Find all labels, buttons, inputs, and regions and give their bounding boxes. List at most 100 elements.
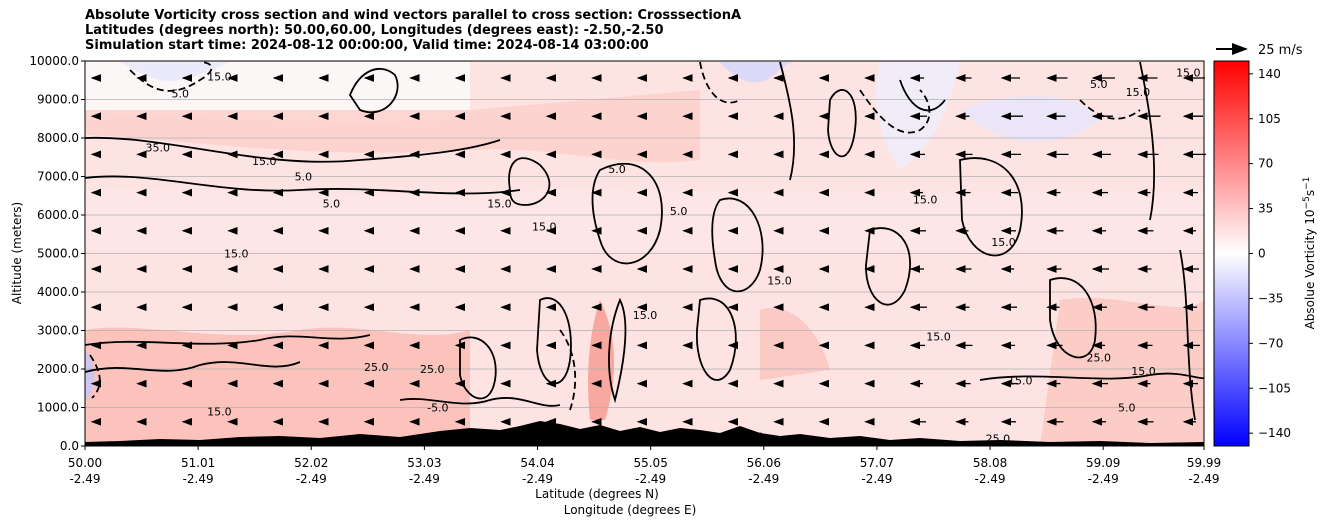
contour-line: [348, 67, 399, 114]
contour-line: [608, 297, 627, 404]
contour-line-negative: [859, 89, 931, 134]
quiver-key: 25 m/s: [1216, 43, 1303, 58]
x-tick-label-latitude: 57.07: [860, 456, 894, 470]
contour-label: 25.0: [1086, 351, 1111, 364]
contour-label: 15.0: [252, 155, 277, 168]
colorbar-label-unit: s: [1303, 190, 1317, 196]
y-tick-label: 4000.0: [37, 285, 79, 299]
contour-label: 15.0: [1176, 67, 1201, 80]
x-tick-label-longitude: -2.49: [522, 472, 553, 486]
y-tick-label: 5000.0: [37, 247, 79, 261]
field-patch-10: [1040, 297, 1204, 446]
x-tick-label-latitude: 59.99: [1187, 456, 1221, 470]
y-tick-label: 2000.0: [37, 362, 79, 376]
colorbar-tick-label: −70: [1258, 336, 1283, 350]
y-tick-label: 0.0: [60, 439, 79, 453]
contour-line: [1049, 277, 1097, 359]
x-tick-label-longitude: -2.49: [861, 472, 892, 486]
title-line-3: Simulation start time: 2024-08-12 00:00:…: [85, 38, 649, 53]
contour-line: [827, 89, 857, 158]
contour-line: [84, 334, 371, 346]
x-tick-label-longitude: -2.49: [975, 472, 1006, 486]
contour-line: [459, 336, 497, 400]
contour-label: 25.0: [364, 361, 389, 374]
colorbar-tick-label: 140: [1258, 67, 1281, 81]
contour-label: 15.0: [487, 197, 512, 210]
contour-label: 5.0: [1118, 402, 1136, 415]
contour-label: 15.0: [207, 70, 232, 83]
x-tick-label-latitude: 56.06: [747, 456, 781, 470]
contour-line: [591, 163, 663, 265]
contour-line-negative: [89, 354, 101, 399]
contour-label: 15.0: [767, 274, 792, 287]
y-tick-label: 3000.0: [37, 324, 79, 338]
contour-label: 5.0: [171, 88, 189, 101]
x-tick-label-longitude: -2.49: [296, 472, 327, 486]
colorbar-tick-label: −105: [1258, 381, 1291, 395]
x-tick-label-latitude: 54.04: [520, 456, 554, 470]
colorbar-gradient: [1213, 60, 1250, 447]
chart-title: Absolute Vorticity cross section and win…: [85, 8, 741, 53]
wind-vector-arrows: [90, 74, 1206, 426]
colorbar-label-exponent: −5: [1302, 196, 1312, 209]
field-patch-9: [760, 308, 830, 380]
title-line-2: Latitudes (degrees north): 50.00,60.00, …: [85, 23, 664, 38]
contour-label: 15.0: [991, 236, 1016, 249]
contour-line: [399, 397, 561, 407]
colorbar-label: Absolue Vorticity 10−5s−1: [1302, 177, 1317, 330]
contour-line-negative: [699, 61, 741, 104]
field-patch-11: [85, 188, 1204, 250]
contour-label: 5.0: [670, 205, 688, 218]
x-axis-label-latitude: Latitude (degrees N): [535, 487, 659, 501]
x-tick-label-latitude: 58.08: [973, 456, 1007, 470]
quiver-key-label: 25 m/s: [1258, 43, 1303, 58]
x-tick-label-longitude: -2.49: [69, 472, 100, 486]
x-axis-label-longitude: Longitude (degrees E): [564, 503, 697, 517]
contour-label: 15.0: [532, 221, 557, 234]
contour-line: [865, 227, 911, 306]
contour-label: 15.0: [224, 248, 249, 261]
x-tick-label-latitude: 50.00: [68, 456, 102, 470]
field-patch-3: [720, 62, 790, 83]
y-axis: 0.0 1000.0 2000.0 3000.0 4000.0 5000.0 6000.0 7…: [29, 54, 85, 453]
x-tick-label-longitude: -2.49: [748, 472, 779, 486]
contour-label: 5.0: [323, 197, 341, 210]
x-tick-label-latitude: 51.01: [181, 456, 215, 470]
contour-label: 15.0: [633, 309, 658, 322]
contour-label: 15.0: [926, 330, 951, 343]
contour-label: 5.0: [608, 163, 626, 176]
contour-line-negative: [1079, 99, 1141, 120]
x-tick-label-longitude: -2.49: [1188, 472, 1219, 486]
vorticity-contours: [84, 61, 1205, 421]
title-line-1: Absolute Vorticity cross section and win…: [85, 8, 742, 23]
x-tick-label-longitude: -2.49: [1088, 472, 1119, 486]
colorbar-tick-label: 0: [1258, 247, 1266, 261]
contour-label: 25.0: [420, 363, 445, 376]
contour-label: 15.0: [1008, 375, 1033, 388]
contour-label: -5.0: [427, 402, 448, 415]
contour-line: [84, 175, 521, 195]
contour-label: 15.0: [913, 194, 938, 207]
x-tick-label-longitude: -2.49: [635, 472, 666, 486]
contour-label: 15.0: [1131, 365, 1156, 378]
y-tick-label: 10000.0: [29, 54, 79, 68]
contour-label: 15.0: [1126, 86, 1151, 99]
y-tick-label: 7000.0: [37, 170, 79, 184]
colorbar-tick-label: 70: [1258, 157, 1273, 171]
terrain-silhouette: [85, 421, 1204, 446]
field-patch-8: [588, 300, 615, 420]
contour-line-negative: [559, 329, 577, 411]
field-patch-2: [120, 62, 230, 82]
x-axis: 50.00 -2.49 51.01 -2.49 52.02 -2.49 53.03 -2.49…: [68, 446, 1221, 486]
colorbar-label-unit-exponent: −1: [1302, 177, 1312, 190]
colorbar: −140 −105 −70 −35 0 35 70 105 140 Absolue Vortic…: [1213, 60, 1317, 447]
colorbar-tick-label: −35: [1258, 291, 1283, 305]
x-tick-label-latitude: 53.03: [407, 456, 441, 470]
contour-line: [711, 197, 764, 293]
field-patch-5: [960, 96, 1100, 142]
contour-label: 5.0: [295, 171, 313, 184]
contour-line: [536, 297, 572, 385]
colorbar-ticks: −140 −105 −70 −35 0 35 70 105 140: [1249, 67, 1291, 440]
contour-labels: 5.0 15.0 35.0 15.0 5.0 5.0 15.0 15.0 15.0 5.0 5.0 1…: [146, 67, 1201, 446]
